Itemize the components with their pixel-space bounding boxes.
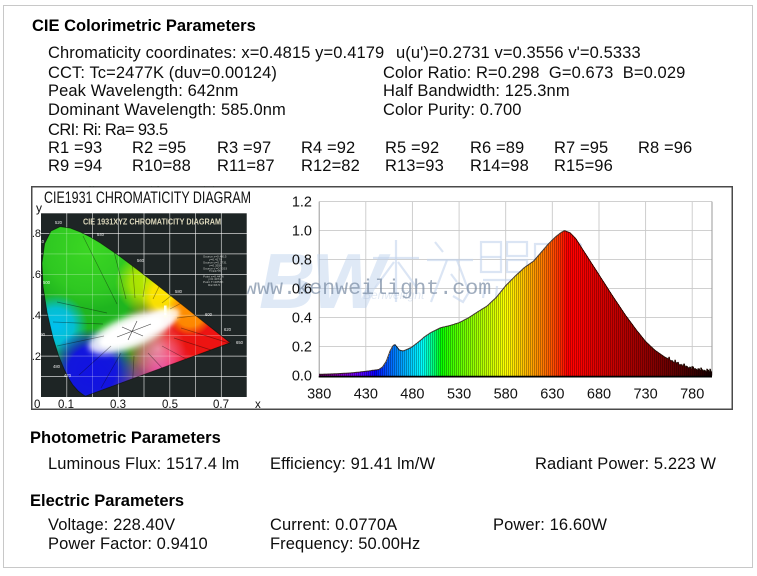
svg-text:0.7: 0.7 — [213, 399, 229, 410]
svg-text:470: 470 — [64, 373, 72, 378]
svg-text:0: 0 — [34, 399, 40, 410]
svg-text:Benweilight: Benweilight — [363, 288, 425, 302]
svg-text:.6: .6 — [32, 269, 41, 281]
svg-text:Point T=2856K: Point T=2856K — [203, 280, 224, 284]
svg-text:BW: BW — [259, 237, 391, 325]
svg-text:580: 580 — [175, 289, 183, 294]
svg-text:490: 490 — [38, 332, 46, 337]
svg-text:650: 650 — [236, 340, 244, 345]
svg-text:www.kenweilight.com: www.kenweilight.com — [244, 276, 491, 301]
svg-text:500: 500 — [43, 280, 51, 285]
svg-text:630: 630 — [540, 387, 564, 403]
svg-text:1.0: 1.0 — [292, 224, 312, 240]
svg-text:Suurce x=0.4815: Suurce x=0.4815 — [203, 255, 227, 259]
svg-text:520: 520 — [55, 220, 63, 225]
svg-text:680: 680 — [587, 387, 611, 403]
svg-text:Suurce u=0.2731: Suurce u=0.2731 — [203, 260, 227, 264]
svg-text:730: 730 — [633, 387, 657, 403]
svg-text:380: 380 — [307, 387, 331, 403]
svg-text:y=0.4074: y=0.4074 — [203, 277, 221, 281]
svg-text:560: 560 — [137, 258, 145, 263]
svg-text:0.8: 0.8 — [292, 253, 312, 269]
svg-text:780: 780 — [680, 387, 704, 403]
svg-text:0.3: 0.3 — [110, 399, 126, 410]
svg-text:510: 510 — [37, 239, 45, 244]
svg-text:Suurce v'=0.5333: Suurce v'=0.5333 — [203, 266, 227, 270]
svg-text:Point x=0.4476: Point x=0.4476 — [203, 274, 224, 278]
svg-text:.4: .4 — [32, 310, 41, 322]
svg-text:480: 480 — [53, 364, 61, 369]
svg-text:Ra=93.5: Ra=93.5 — [203, 283, 220, 287]
svg-text:540: 540 — [97, 232, 105, 237]
svg-text:v=0.3556: v=0.3556 — [203, 263, 222, 267]
svg-text:580: 580 — [494, 387, 518, 403]
svg-text:1.2: 1.2 — [292, 195, 312, 211]
svg-text:0.4: 0.4 — [292, 311, 312, 327]
svg-text:530: 530 — [447, 387, 471, 403]
svg-text:.2: .2 — [32, 351, 41, 363]
svg-text:430: 430 — [354, 387, 378, 403]
svg-text:T=2477K: T=2477K — [203, 269, 223, 273]
svg-text:480: 480 — [400, 387, 424, 403]
svg-text:600: 600 — [205, 312, 213, 317]
svg-text:0.1: 0.1 — [58, 399, 74, 410]
svg-text:0.0: 0.0 — [292, 369, 312, 385]
svg-text:y: y — [36, 201, 42, 215]
svg-text:x: x — [255, 399, 261, 410]
svg-text:y=0.4179: y=0.4179 — [203, 258, 222, 262]
svg-text:0.6: 0.6 — [292, 282, 312, 298]
svg-text:620: 620 — [224, 327, 232, 332]
svg-text:.8: .8 — [32, 228, 41, 240]
svg-text:0.2: 0.2 — [292, 340, 312, 356]
svg-text:0.5: 0.5 — [162, 399, 178, 410]
svg-text:CIE1931 CHROMATICITY DIAGRAM: CIE1931 CHROMATICITY DIAGRAM — [44, 189, 251, 207]
svg-text:CIE 1931XYZ CHROMATICITY DIAGR: CIE 1931XYZ CHROMATICITY DIAGRAM — [83, 217, 221, 227]
